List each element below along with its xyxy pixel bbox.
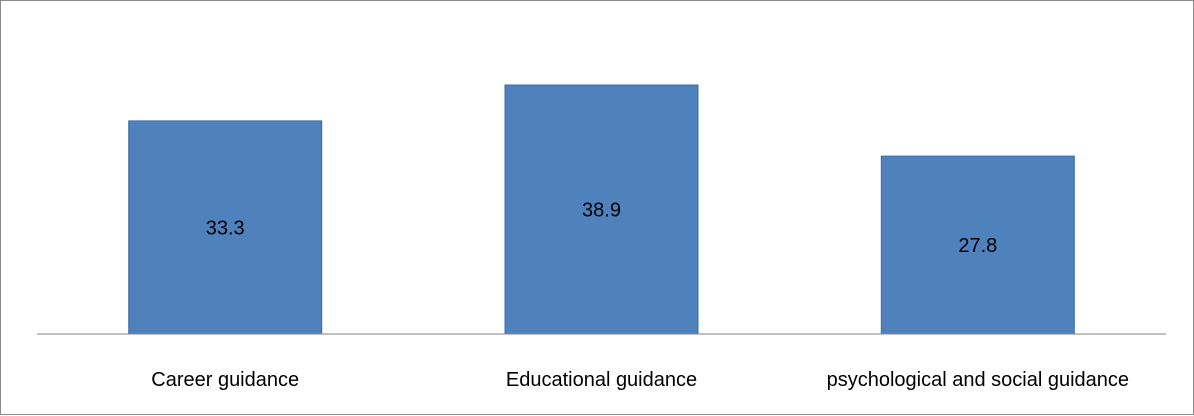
category-label-3: psychological and social guidance [827,369,1129,391]
category-label-1: Career guidance [151,369,299,391]
bar-1 [128,120,323,335]
bar-3 [880,155,1075,335]
data-label-1: 33.3 [206,217,245,239]
bar-2 [504,84,699,335]
data-label-2: 38.9 [582,200,621,222]
category-labels-layer: Career guidance Educational guidance psych… [151,369,1129,391]
data-label-3: 27.8 [958,235,997,257]
bars-layer [128,84,1075,335]
category-label-2: Educational guidance [506,369,697,391]
data-labels-layer: 33.3 38.9 27.8 [206,200,998,258]
